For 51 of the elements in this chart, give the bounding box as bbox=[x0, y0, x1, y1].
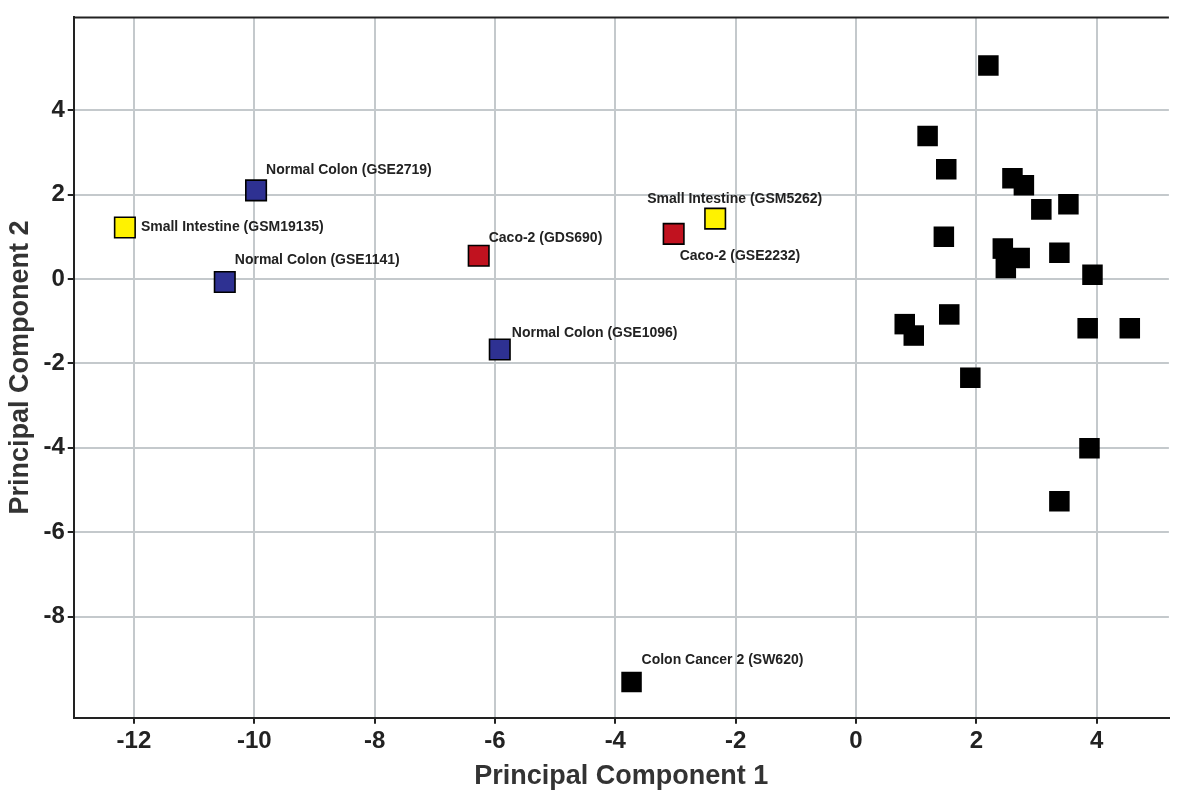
x-tick-label: -6 bbox=[484, 725, 506, 753]
point bbox=[903, 325, 925, 346]
point bbox=[1058, 194, 1079, 215]
x-tick-label: -8 bbox=[363, 725, 386, 753]
y-tick-label: -4 bbox=[43, 432, 66, 460]
point bbox=[1079, 437, 1100, 459]
point bbox=[995, 257, 1017, 279]
y-tick-label: 4 bbox=[51, 94, 66, 122]
x-tick-label: -2 bbox=[724, 725, 747, 753]
point bbox=[662, 222, 685, 245]
y-tick-label: 2 bbox=[51, 179, 65, 207]
annotation: Caco-2 (GDS690) bbox=[488, 228, 603, 245]
y-axis-title: Principal Component 2 bbox=[3, 220, 34, 515]
point bbox=[621, 671, 642, 693]
point bbox=[1077, 318, 1098, 339]
annotation: Caco-2 (GSE2232) bbox=[679, 246, 801, 263]
x-tick-label: 2 bbox=[969, 725, 984, 753]
point bbox=[1049, 491, 1070, 512]
point bbox=[978, 55, 999, 76]
annotation: Small Intestine (GSM5262) bbox=[647, 189, 823, 206]
x-tick-label: 4 bbox=[1090, 725, 1105, 753]
point bbox=[933, 226, 955, 248]
x-tick-label: -4 bbox=[604, 725, 627, 753]
annotation: Normal Colon (GSE1096) bbox=[511, 324, 678, 341]
point bbox=[936, 159, 957, 180]
annotation: Normal Colon (GSE1141) bbox=[234, 250, 400, 267]
y-tick-label: -2 bbox=[43, 348, 65, 376]
x-axis-title: Principal Component 1 bbox=[474, 760, 769, 791]
point bbox=[960, 367, 981, 388]
annotation: Small Intestine (GSM19135) bbox=[140, 218, 324, 235]
x-tick-label: -10 bbox=[236, 725, 272, 753]
y-tick-label: -6 bbox=[43, 516, 65, 544]
annotation: Colon Cancer 2 (SW620) bbox=[641, 650, 804, 667]
point bbox=[213, 270, 236, 293]
point bbox=[113, 216, 136, 239]
point bbox=[1049, 242, 1070, 264]
point bbox=[917, 125, 938, 147]
point bbox=[467, 244, 490, 267]
point bbox=[1082, 264, 1103, 286]
x-tick-label: -12 bbox=[116, 725, 152, 753]
point bbox=[245, 179, 268, 202]
y-tick-label: 0 bbox=[51, 263, 65, 291]
y-tick-label: -8 bbox=[43, 601, 65, 629]
point bbox=[1013, 175, 1035, 196]
point bbox=[704, 207, 727, 230]
point bbox=[1031, 199, 1052, 220]
point bbox=[939, 304, 960, 325]
annotation: Normal Colon (GSE2719) bbox=[266, 161, 432, 178]
x-tick-label: 0 bbox=[849, 725, 863, 753]
point bbox=[488, 338, 511, 361]
point bbox=[1119, 318, 1141, 339]
